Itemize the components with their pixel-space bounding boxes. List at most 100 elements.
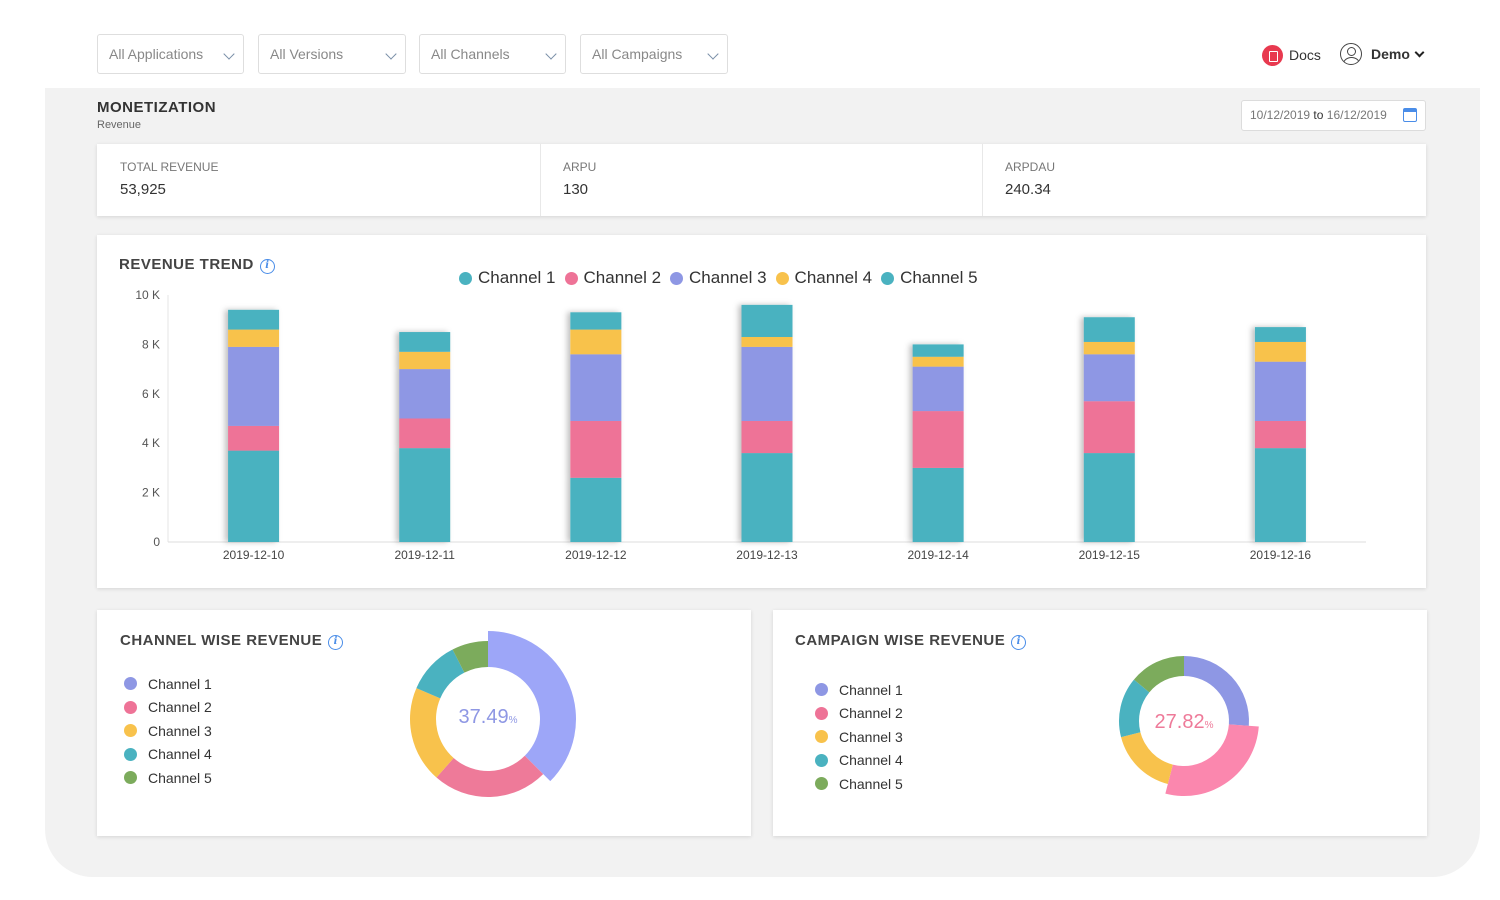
legend-label: Channel 3 <box>148 722 212 739</box>
kpi-label: ARPU <box>563 160 597 174</box>
chevron-down-icon <box>223 48 235 60</box>
legend-dot <box>815 730 828 744</box>
channels-filter-label: All Channels <box>431 46 510 62</box>
legend-item-channel-1[interactable]: Channel 1 <box>124 672 212 696</box>
legend-label: Channel 4 <box>148 746 212 763</box>
legend-dot <box>564 271 578 285</box>
date-to: 16/12/2019 <box>1326 108 1387 122</box>
kpi-label: ARPDAU <box>1005 160 1056 174</box>
legend-item-channel-1[interactable]: Channel 1 <box>459 268 556 288</box>
chevron-down-icon <box>545 48 557 60</box>
calendar-icon <box>1403 108 1417 122</box>
campaign-wise-revenue-title: CAMPAIGN WISE REVENUE i <box>795 632 1027 650</box>
campaign-wise-title-text: CAMPAIGN WISE REVENUE <box>795 632 1006 649</box>
legend-label: Channel 4 <box>794 268 873 287</box>
docs-icon <box>1262 44 1283 66</box>
legend-item-channel-4[interactable]: Channel 4 <box>775 268 873 288</box>
campaigns-filter-label: All Campaigns <box>592 46 683 62</box>
legend-label: Channel 2 <box>839 705 903 722</box>
legend-label: Channel 5 <box>839 775 903 792</box>
revenue-trend-title: REVENUE TREND i <box>119 256 275 274</box>
kpi-arpdau: ARPDAU 240.34 <box>982 144 1426 216</box>
user-menu[interactable]: Demo <box>1340 42 1425 66</box>
legend-dot <box>124 747 137 761</box>
campaigns-filter[interactable]: All Campaigns <box>580 34 728 74</box>
page-subtitle: Revenue <box>97 119 142 131</box>
date-range-picker[interactable]: 10/12/2019 to 16/12/2019 <box>1241 100 1426 131</box>
chevron-down-icon <box>385 48 397 60</box>
legend-item-channel-2[interactable]: Channel 2 <box>124 696 212 720</box>
legend-dot <box>670 271 684 285</box>
legend-dot <box>124 771 137 785</box>
divider <box>540 144 541 216</box>
channel-wise-revenue-title: CHANNEL WISE REVENUE i <box>120 632 344 650</box>
user-name: Demo <box>1371 46 1410 62</box>
legend-label: Channel 1 <box>148 675 212 692</box>
legend-dot <box>815 683 828 697</box>
center-percent: 27.82 <box>1154 711 1205 733</box>
legend-dot <box>881 271 895 285</box>
divider <box>982 144 983 216</box>
legend-item-channel-5[interactable]: Channel 5 <box>815 772 903 796</box>
legend-label: Channel 1 <box>839 681 903 698</box>
kpi-arpu: ARPU 130 <box>540 144 982 216</box>
revenue-trend-legend: Channel 1 Channel 2 Channel 3 Channel 4 … <box>459 268 987 288</box>
kpi-value: 53,925 <box>120 181 166 198</box>
legend-label: Channel 2 <box>583 268 662 287</box>
legend-item-channel-5[interactable]: Channel 5 <box>881 268 978 288</box>
kpi-value: 240.34 <box>1005 181 1051 198</box>
legend-item-channel-1[interactable]: Channel 1 <box>815 678 903 702</box>
kpi-card: TOTAL REVENUE 53,925 ARPU 130 ARPDAU 240… <box>97 144 1426 216</box>
legend-label: Channel 4 <box>839 752 903 769</box>
center-unit: % <box>508 715 518 726</box>
legend-dot <box>775 271 789 285</box>
applications-filter[interactable]: All Applications <box>97 34 244 74</box>
legend-label: Channel 3 <box>839 728 903 745</box>
versions-filter[interactable]: All Versions <box>258 34 406 74</box>
legend-item-channel-3[interactable]: Channel 3 <box>670 268 767 288</box>
channel-wise-title-text: CHANNEL WISE REVENUE <box>120 632 323 649</box>
legend-item-channel-4[interactable]: Channel 4 <box>124 743 212 767</box>
info-icon[interactable]: i <box>1011 635 1027 650</box>
top-bar: All Applications All Versions All Channe… <box>0 0 1465 88</box>
campaign-wise-revenue-card <box>773 610 1427 836</box>
user-icon <box>1340 43 1362 65</box>
legend-item-channel-2[interactable]: Channel 2 <box>564 268 662 288</box>
legend-item-channel-2[interactable]: Channel 2 <box>815 702 903 726</box>
center-unit: % <box>1204 720 1214 731</box>
legend-item-channel-3[interactable]: Channel 3 <box>124 719 212 743</box>
legend-dot <box>124 700 137 714</box>
kpi-value: 130 <box>563 181 589 198</box>
applications-filter-label: All Applications <box>109 46 204 62</box>
date-to-word: to <box>1313 108 1324 122</box>
legend-dot <box>124 724 137 738</box>
channel-wise-legend: Channel 1 Channel 2 Channel 3 Channel 4 … <box>124 672 212 790</box>
legend-label: Channel 5 <box>148 769 212 786</box>
legend-label: Channel 1 <box>478 268 556 287</box>
legend-dot <box>815 777 828 791</box>
center-percent: 37.49 <box>458 706 509 728</box>
legend-dot <box>124 677 137 691</box>
campaign-wise-legend: Channel 1 Channel 2 Channel 3 Channel 4 … <box>815 678 903 796</box>
legend-item-channel-5[interactable]: Channel 5 <box>124 766 212 790</box>
legend-item-channel-3[interactable]: Channel 3 <box>815 725 903 749</box>
revenue-trend-title-text: REVENUE TREND <box>119 256 254 273</box>
legend-dot <box>815 753 828 767</box>
campaign-wise-center-value: 27.82% <box>1124 711 1244 734</box>
legend-dot <box>815 706 828 720</box>
kpi-total-revenue: TOTAL REVENUE 53,925 <box>97 144 540 216</box>
versions-filter-label: All Versions <box>270 46 344 62</box>
channel-wise-center-value: 37.49% <box>428 706 548 729</box>
docs-link[interactable]: Docs <box>1262 44 1321 66</box>
docs-label: Docs <box>1289 47 1321 63</box>
info-icon[interactable]: i <box>328 635 344 650</box>
legend-label: Channel 2 <box>148 699 212 716</box>
legend-label: Channel 5 <box>900 268 978 287</box>
legend-label: Channel 3 <box>689 268 767 287</box>
channels-filter[interactable]: All Channels <box>419 34 566 74</box>
legend-dot <box>459 271 472 285</box>
legend-item-channel-4[interactable]: Channel 4 <box>815 749 903 773</box>
chevron-down-icon <box>707 48 719 60</box>
chevron-down-icon <box>1414 47 1425 57</box>
info-icon[interactable]: i <box>259 259 275 274</box>
